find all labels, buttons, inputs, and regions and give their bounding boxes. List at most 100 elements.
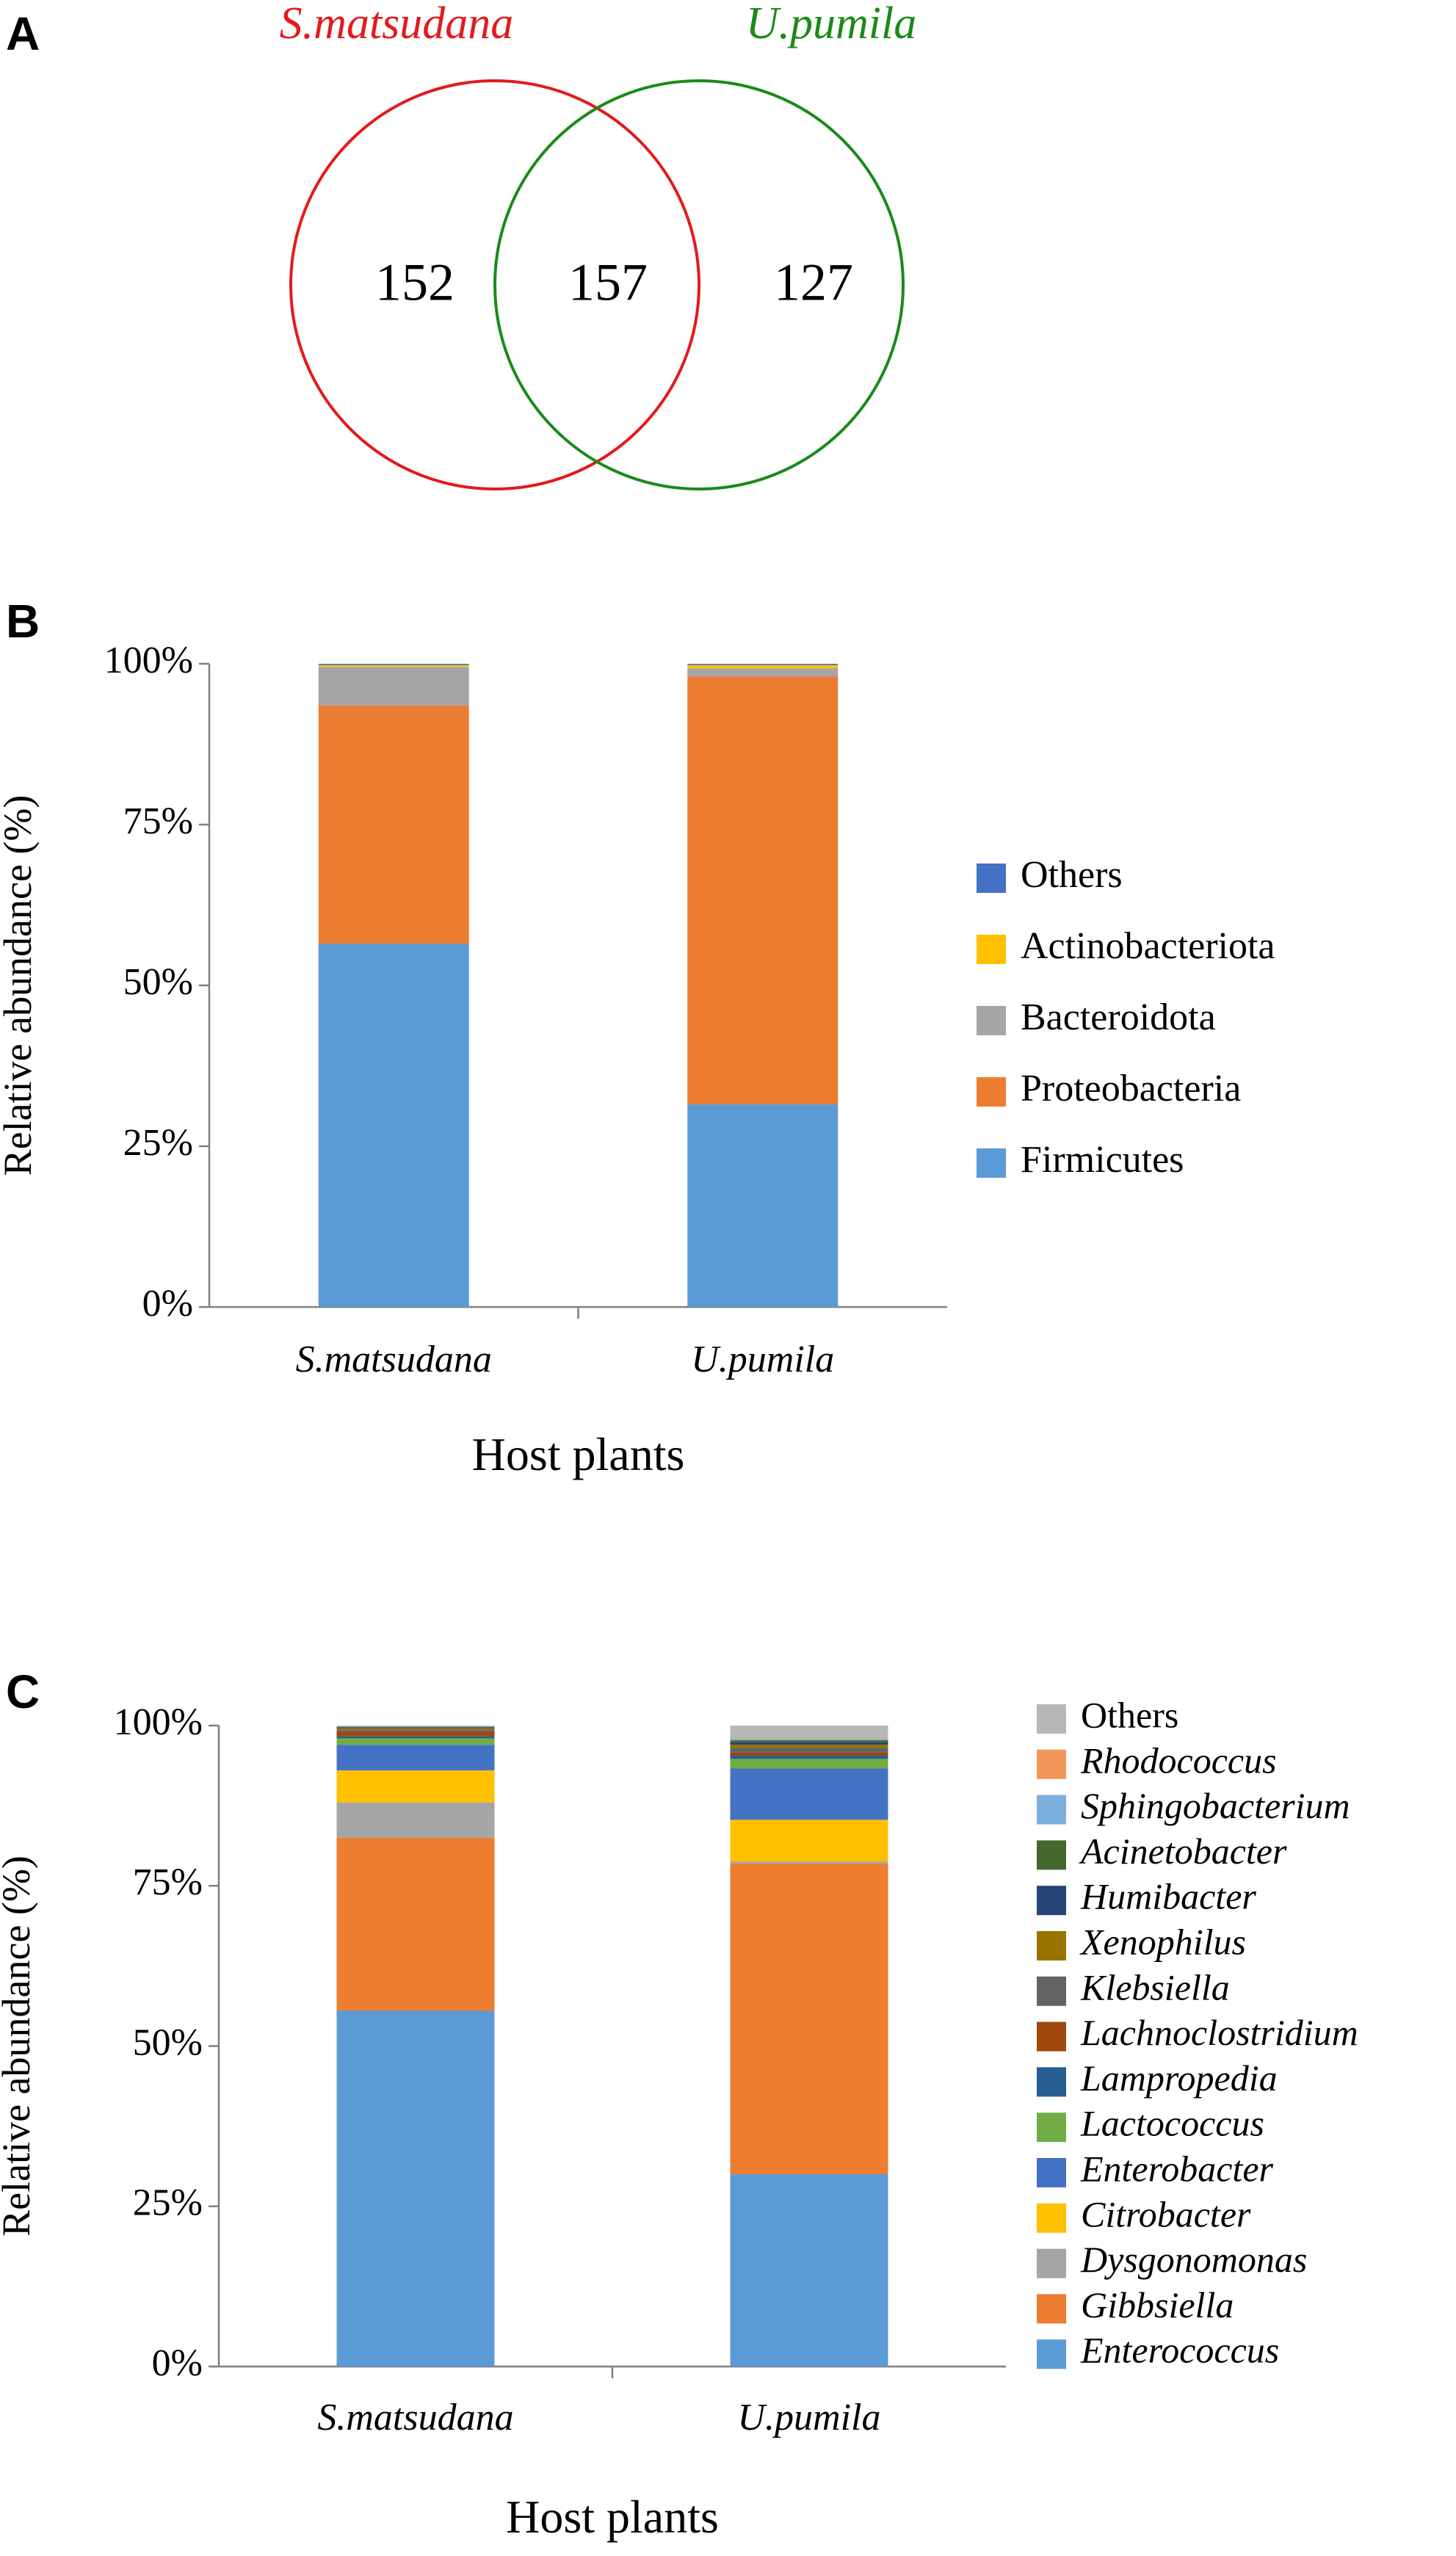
legend-swatch-dysgonomonas — [1037, 2248, 1066, 2278]
legend-label-enterococcus: Enterococcus — [1080, 2330, 1279, 2371]
bar-segment-klebsiella-u-pumila — [730, 1748, 888, 1753]
legend-label-others: Others — [1021, 854, 1123, 896]
legend-label-proteobacteria: Proteobacteria — [1021, 1068, 1241, 1109]
legend-label-rhodococcus: Rhodococcus — [1080, 1739, 1277, 1781]
bar-segment-lampropedia-u-pumila — [730, 1756, 888, 1759]
panel-label-c: C — [6, 1665, 40, 1718]
legend-swatch-proteobacteria — [977, 1077, 1006, 1107]
legend-swatch-acinetobacter — [1037, 1840, 1066, 1870]
legend-label-firmicutes: Firmicutes — [1021, 1139, 1184, 1181]
x-category-label: S.matsudana — [317, 2397, 513, 2439]
legend-label-lactococcus: Lactococcus — [1080, 2103, 1264, 2144]
legend-label-actinobacteriota: Actinobacteriota — [1021, 925, 1275, 967]
legend-swatch-enterococcus — [1037, 2339, 1066, 2369]
panel-label-a: A — [6, 7, 40, 60]
legend-label-xenophilus: Xenophilus — [1079, 1921, 1246, 1962]
legend-swatch-lachnoclostridium — [1037, 2021, 1066, 2052]
bar-segment-acinetobacter-s-matsudana — [336, 1726, 495, 1728]
legend-swatch-others — [977, 864, 1006, 893]
bar-segment-sphingobacterium-u-pumila — [730, 1739, 888, 1741]
bar-segment-xenophilus-u-pumila — [730, 1745, 888, 1748]
bar-segment-citrobacter-s-matsudana — [336, 1770, 495, 1803]
genus-stacked-bar-chart: 0% 25% 50% 75% 100% S.matsudana U.pumila Relati… — [0, 1694, 1358, 2543]
venn-circle-s-matsudana — [289, 79, 700, 490]
legend-label-lampropedia: Lampropedia — [1080, 2057, 1278, 2099]
legend-label-citrobacter: Citrobacter — [1081, 2193, 1251, 2234]
x-category-label: U.pumila — [691, 1339, 834, 1380]
venn-count-s-matsudana-only: 152 — [375, 253, 454, 312]
bar-segment-xenophilus-s-matsudana — [336, 1728, 495, 1730]
legend-swatch-lampropedia — [1037, 2067, 1066, 2097]
bar-segment-others-s-matsudana — [318, 664, 469, 665]
legend-label-klebsiella: Klebsiella — [1080, 1966, 1230, 2007]
bar-segment-dysgonomonas-u-pumila — [730, 1861, 888, 1864]
bar-segment-klebsiella-s-matsudana — [336, 1729, 495, 1731]
legend-swatch-enterobacter — [1037, 2158, 1066, 2187]
bar-segment-lactococcus-s-matsudana — [336, 1738, 495, 1745]
y-tick-label: 100% — [104, 640, 193, 681]
bar-segment-enterococcus-s-matsudana — [336, 2010, 495, 2367]
panel-label-b: B — [6, 595, 40, 648]
legend-swatch-firmicutes — [977, 1148, 1006, 1178]
legend-swatch-citrobacter — [1037, 2203, 1066, 2233]
bar-segment-gibbsiella-u-pumila — [730, 1863, 888, 2175]
y-tick-label: 75% — [123, 800, 193, 842]
venn-set-label-u-pumila: U.pumila — [746, 0, 917, 48]
bar-segment-citrobacter-u-pumila — [730, 1820, 888, 1862]
legend-swatch-xenophilus — [1037, 1931, 1066, 1961]
bar-segment-lactococcus-u-pumila — [730, 1759, 888, 1769]
legend-label-lachnoclostridium: Lachnoclostridium — [1080, 2012, 1358, 2053]
legend-swatch-sphingobacterium — [1037, 1795, 1066, 1825]
venn-circle-u-pumila — [493, 79, 905, 490]
y-tick-label: 50% — [133, 2021, 203, 2063]
bar-segment-enterobacter-s-matsudana — [336, 1745, 495, 1771]
bar-segment-proteobacteria-u-pumila — [687, 676, 839, 1105]
venn-panel: A S.matsudana U.pumila 152 157 127 — [6, 0, 917, 490]
y-axis-title: Relative abundance (%) — [0, 1856, 38, 2237]
legend-swatch-others — [1037, 1704, 1066, 1734]
bar-segment-humibacter-u-pumila — [730, 1742, 888, 1745]
bar-segment-lampropedia-s-matsudana — [336, 1736, 495, 1739]
legend-swatch-lactococcus — [1037, 2112, 1066, 2143]
legend-swatch-gibbsiella — [1037, 2294, 1066, 2324]
bar-segment-others-u-pumila — [687, 664, 839, 665]
legend-swatch-humibacter — [1037, 1886, 1066, 1916]
bar-segment-others-u-pumila — [730, 1726, 888, 1739]
legend-label-humibacter: Humibacter — [1080, 1876, 1256, 1917]
legend-label-dysgonomonas: Dysgonomonas — [1080, 2239, 1307, 2280]
legend-swatch-klebsiella — [1037, 1976, 1066, 2006]
y-axis-title: Relative abundance (%) — [0, 795, 40, 1176]
y-tick-label: 25% — [133, 2182, 203, 2224]
phylum-stacked-bar-chart: 0% 25% 50% 75% 100% S.matsudana U.pumila Relati… — [0, 640, 1275, 1480]
bar-segment-lachnoclostridium-s-matsudana — [336, 1731, 495, 1737]
bar-segment-bacteroidota-u-pumila — [687, 668, 839, 677]
legend-swatch-actinobacteriota — [977, 935, 1006, 964]
legend-label-others: Others — [1081, 1694, 1178, 1735]
y-tick-label: 50% — [123, 961, 193, 1003]
venn-set-label-s-matsudana: S.matsudana — [280, 0, 514, 48]
bar-segment-dysgonomonas-s-matsudana — [336, 1802, 495, 1838]
x-category-label: U.pumila — [738, 2397, 881, 2439]
x-axis-title: Host plants — [472, 1428, 685, 1480]
x-axis-title: Host plants — [506, 2491, 719, 2543]
bar-segment-lachnoclostridium-u-pumila — [730, 1752, 888, 1756]
bar-segment-enterobacter-u-pumila — [730, 1768, 888, 1820]
legend-label-enterobacter: Enterobacter — [1080, 2148, 1274, 2189]
bar-segment-rhodococcus-u-pumila — [730, 1738, 888, 1739]
bar-segment-sphingobacterium-s-matsudana — [336, 1726, 495, 1727]
y-tick-label: 25% — [123, 1122, 193, 1164]
legend-label-sphingobacterium: Sphingobacterium — [1081, 1785, 1350, 1826]
venn-count-u-pumila-only: 127 — [774, 253, 853, 312]
bar-segment-firmicutes-u-pumila — [687, 1104, 839, 1307]
legend: Others Actinobacteriota Bacteroidota Proteo… — [977, 854, 1275, 1181]
legend-swatch-rhodococcus — [1037, 1749, 1066, 1779]
legend-swatch-bacteroidota — [977, 1006, 1006, 1035]
bar-segment-firmicutes-s-matsudana — [318, 944, 469, 1307]
venn-count-shared: 157 — [568, 253, 648, 312]
phylum-chart-panel: B 0% 25% 50% 75% 100% S.matsudana U.pumila Rela… — [0, 595, 1275, 1480]
bar-segment-proteobacteria-s-matsudana — [318, 705, 469, 944]
x-category-label: S.matsudana — [296, 1339, 492, 1380]
